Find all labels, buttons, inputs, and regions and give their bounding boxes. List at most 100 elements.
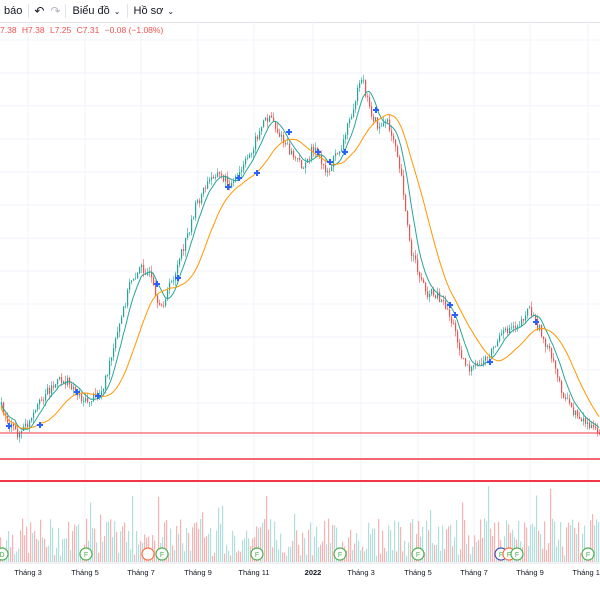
volume-bar — [18, 548, 20, 562]
candle-body — [159, 302, 161, 305]
volume-bar — [554, 521, 556, 562]
volume-bar — [90, 502, 92, 562]
candle-body — [35, 409, 37, 413]
volume-bar — [356, 533, 358, 562]
candle-body — [229, 183, 231, 188]
candle-body — [107, 374, 109, 376]
candle-body — [397, 146, 399, 157]
candle-body — [269, 115, 271, 122]
candle-body — [443, 300, 445, 302]
candle-body — [39, 399, 41, 405]
volume-bar — [190, 550, 192, 562]
candle-body — [553, 358, 555, 361]
volume-bar — [168, 552, 170, 562]
volume-bar — [370, 534, 372, 562]
candle-body — [215, 176, 217, 179]
volume-bar — [592, 514, 594, 562]
volume-bar — [240, 551, 242, 562]
signal-cross-icon — [286, 129, 292, 135]
volume-bar — [144, 534, 146, 562]
candle-body — [69, 377, 71, 385]
volume-bar — [506, 520, 508, 562]
event-marker-label: F — [84, 552, 88, 559]
volume-bar — [398, 521, 400, 562]
signal-cross-icon — [254, 170, 260, 176]
volume-bar — [578, 522, 580, 562]
volume-bar — [182, 543, 184, 562]
candle-body — [31, 417, 33, 421]
volume-bar — [48, 545, 50, 562]
candle-body — [231, 182, 233, 188]
undo-icon[interactable]: ↶ — [34, 4, 45, 18]
candle-body — [433, 288, 435, 296]
candle-body — [263, 120, 265, 127]
volume-bar — [54, 555, 56, 562]
event-marker-label: F — [255, 552, 259, 559]
candle-body — [245, 158, 247, 165]
volume-bar — [296, 530, 298, 562]
candle-body — [575, 410, 577, 415]
candle-body — [573, 407, 575, 415]
volume-bar — [332, 525, 334, 562]
signal-cross-icon — [74, 389, 80, 395]
candle-body — [485, 356, 487, 361]
volume-bar — [348, 537, 350, 562]
chart-menu-button[interactable]: Biểu đồ ⌄ — [68, 0, 124, 22]
volume-bar — [60, 555, 62, 562]
candle-body — [393, 135, 395, 140]
candle-body — [135, 278, 137, 280]
candle-body — [345, 134, 347, 140]
candle-body — [499, 335, 501, 342]
candle-body — [163, 305, 165, 307]
volume-bar — [270, 519, 272, 562]
partial-menu-item[interactable]: báo — [0, 0, 26, 22]
volume-bar — [126, 541, 128, 562]
candle-body — [379, 126, 381, 129]
volume-bar — [166, 520, 168, 562]
candle-body — [423, 279, 425, 283]
volume-bar — [36, 538, 38, 562]
volume-bar — [518, 520, 520, 562]
candle-body — [29, 420, 31, 428]
volume-bar — [220, 523, 222, 562]
volume-bar — [566, 527, 568, 562]
volume-bar — [58, 527, 60, 562]
candle-body — [311, 146, 313, 160]
volume-bar — [170, 528, 172, 562]
candle-body — [477, 363, 479, 365]
volume-bar — [576, 533, 578, 562]
candle-body — [197, 200, 199, 203]
volume-bar — [34, 531, 36, 562]
volume-bar — [242, 540, 244, 562]
candle-body — [451, 316, 453, 324]
volume-bar — [474, 535, 476, 562]
candle-body — [501, 333, 503, 336]
candle-body — [195, 202, 197, 218]
event-marker-label: F — [499, 552, 503, 559]
volume-bar — [28, 552, 30, 562]
volume-bar — [260, 527, 262, 562]
event-marker-label: F — [515, 552, 519, 559]
candle-body — [347, 123, 349, 135]
candle-body — [447, 308, 449, 310]
candle-body — [133, 278, 135, 281]
candle-body — [367, 96, 369, 98]
volume-bar — [428, 530, 430, 562]
x-axis-tick-label: Tháng 3 — [347, 568, 375, 577]
profile-menu-button[interactable]: Hồ sơ ⌄ — [130, 0, 179, 22]
volume-bar — [372, 528, 374, 562]
candle-body — [305, 162, 307, 168]
candle-body — [585, 418, 587, 424]
candle-body — [301, 160, 303, 169]
volume-bar — [430, 510, 432, 562]
volume-bar — [488, 486, 490, 562]
candle-body — [467, 364, 469, 366]
volume-bar — [232, 530, 234, 562]
volume-bar — [112, 537, 114, 562]
candle-body — [513, 326, 515, 328]
redo-icon[interactable]: ↷ — [50, 4, 61, 18]
volume-bar — [286, 555, 288, 562]
candle-body — [531, 307, 533, 317]
candle-body — [321, 155, 323, 165]
